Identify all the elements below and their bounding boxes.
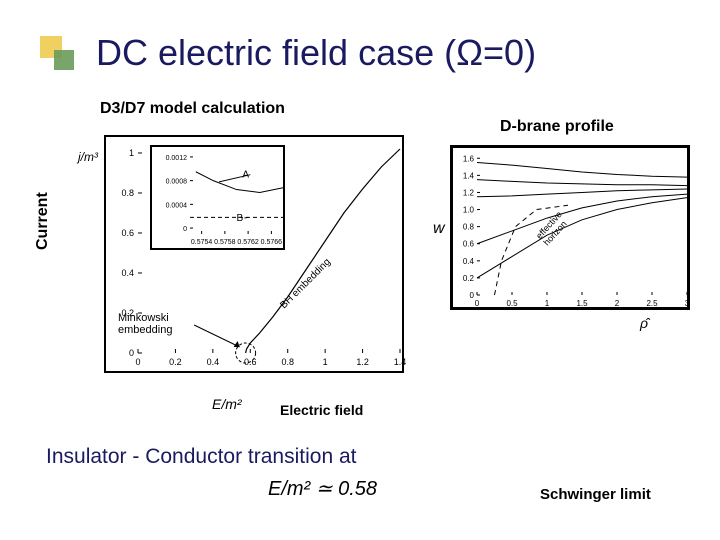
svg-text:0.0004: 0.0004	[166, 202, 188, 209]
electric-field-label: Electric field	[280, 402, 363, 418]
title-bullet-icon	[40, 36, 74, 70]
svg-text:1: 1	[545, 299, 550, 308]
y-axis-label: Current	[34, 192, 52, 250]
svg-text:0: 0	[135, 357, 140, 367]
svg-text:2.5: 2.5	[646, 299, 658, 308]
svg-text:0: 0	[183, 226, 187, 233]
svg-text:1.0: 1.0	[463, 206, 475, 215]
svg-text:0.5754: 0.5754	[191, 239, 213, 246]
svg-text:0.5758: 0.5758	[214, 239, 236, 246]
svg-text:0.0008: 0.0008	[166, 179, 188, 186]
right-x-symbol: ρ̂	[640, 315, 648, 331]
main-x-symbol: E/m²	[212, 396, 242, 412]
right-chart-svg: 00.511.522.5300.20.40.60.81.01.21.41.6ef…	[453, 148, 693, 313]
dbrane-profile-label: D-brane profile	[500, 118, 614, 136]
svg-text:0.8: 0.8	[463, 223, 475, 232]
slide-title: DC electric field case (Ω=0)	[96, 32, 536, 74]
svg-text:1: 1	[323, 357, 328, 367]
svg-text:0.4: 0.4	[463, 257, 475, 266]
svg-text:1.2: 1.2	[463, 188, 475, 197]
svg-text:0: 0	[129, 348, 134, 358]
svg-text:0.4: 0.4	[121, 268, 134, 278]
subtitle-label: D3/D7 model calculation	[100, 100, 285, 118]
inset-chart-svg: 0.57540.57580.57620.5766 0 0.0004 0.0008 0.0…	[152, 147, 287, 252]
schwinger-limit-label: Schwinger limit	[540, 486, 651, 503]
svg-text:0.8: 0.8	[281, 357, 294, 367]
svg-text:0.2: 0.2	[169, 357, 182, 367]
svg-text:0.5762: 0.5762	[237, 239, 259, 246]
inset-chart: 0.57540.57580.57620.5766 0 0.0004 0.0008 0.0…	[150, 145, 285, 250]
svg-text:BH embedding: BH embedding	[278, 257, 333, 312]
svg-text:1.4: 1.4	[394, 357, 406, 367]
right-chart: 00.511.522.5300.20.40.60.81.01.21.41.6ef…	[450, 145, 690, 310]
main-y-symbol: j/m³	[78, 150, 98, 164]
schwinger-equation: E/m² ≃ 0.58	[268, 476, 377, 501]
svg-text:B: B	[237, 213, 244, 224]
svg-text:1.2: 1.2	[356, 357, 369, 367]
minkowski-label: Minkowski embedding	[118, 312, 172, 336]
svg-text:1.5: 1.5	[576, 299, 588, 308]
right-y-symbol: w	[433, 220, 445, 238]
svg-text:2: 2	[615, 299, 620, 308]
slide-title-row: DC electric field case (Ω=0)	[40, 32, 700, 74]
svg-text:0.6: 0.6	[121, 228, 134, 238]
svg-text:0.6: 0.6	[463, 240, 475, 249]
svg-text:0.5766: 0.5766	[261, 239, 283, 246]
svg-text:0.0012: 0.0012	[166, 155, 188, 162]
svg-text:0.5: 0.5	[506, 299, 518, 308]
svg-text:1: 1	[129, 148, 134, 158]
svg-text:0: 0	[475, 299, 480, 308]
svg-text:3: 3	[685, 299, 690, 308]
svg-text:1.6: 1.6	[463, 154, 475, 163]
svg-text:0.2: 0.2	[463, 274, 475, 283]
conclusion-text: Insulator - Conductor transition at	[46, 445, 357, 469]
svg-text:0.8: 0.8	[121, 188, 134, 198]
svg-text:0: 0	[470, 291, 475, 300]
svg-text:0.4: 0.4	[207, 357, 220, 367]
svg-text:1.4: 1.4	[463, 171, 475, 180]
